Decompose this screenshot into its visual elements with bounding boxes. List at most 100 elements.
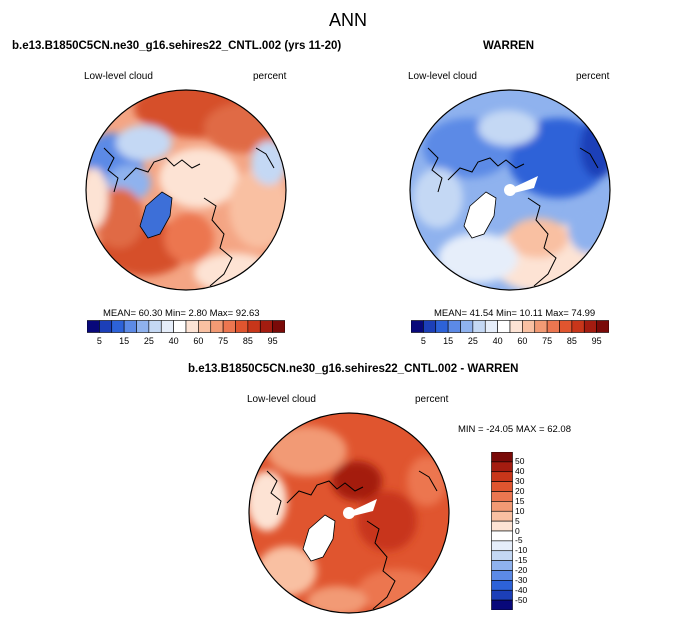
- colorbar-segment: [491, 580, 513, 591]
- colorbar-segment: [160, 320, 174, 333]
- map-boundary: [248, 412, 450, 614]
- colorbar-segment: [136, 320, 150, 333]
- map-boundary: [85, 89, 287, 291]
- colorbar-segment: [111, 320, 125, 333]
- panel-1-stats: MEAN= 60.30 Min= 2.80 Max= 92.63: [103, 308, 260, 319]
- panel-3-colorbar-labels: 50 40 30 20 15 10 5 0 -5 -10 -15 -20 -30…: [515, 452, 545, 610]
- coastline: [447, 157, 525, 181]
- colorbar-segment: [491, 491, 513, 502]
- colorbar-segment: [546, 320, 560, 333]
- greenland-region: [302, 514, 336, 562]
- panel-2-variable-label: Low-level cloud: [408, 71, 477, 82]
- colorbar-segment: [222, 320, 236, 333]
- pole-missing-data: [343, 507, 355, 519]
- panel-3-stats: MIN = -24.05 MAX = 62.08: [458, 424, 572, 435]
- colorbar-tick-label: 5: [96, 336, 102, 346]
- colorbar-tick-label: -15: [515, 555, 528, 566]
- colorbar-tick-label: 60: [517, 336, 528, 346]
- greenland-region: [463, 191, 497, 239]
- panel-3-colorbar: [491, 452, 513, 610]
- panel-1-units-label: percent: [253, 71, 287, 82]
- colorbar-tick-label: 15: [119, 336, 130, 346]
- colorbar-tick-label: 20: [515, 486, 525, 496]
- panel-2-title: WARREN: [483, 40, 535, 52]
- colorbar-segment: [491, 520, 513, 532]
- colorbar-segment: [491, 560, 513, 571]
- colorbar-tick-label: 95: [267, 336, 278, 346]
- colorbar-segment: [173, 320, 187, 333]
- panel-2-stats: MEAN= 41.54 Min= 10.11 Max= 74.99: [434, 308, 596, 319]
- colorbar-segment: [571, 320, 585, 333]
- colorbar-segment: [534, 320, 548, 333]
- panel-3-title: b.e13.B1850C5CN.ne30_g16.sehires22_CNTL.…: [188, 363, 519, 375]
- coastline: [366, 520, 396, 610]
- colorbar-segment: [198, 320, 212, 333]
- colorbar-tick-label: 85: [566, 336, 577, 346]
- colorbar-segment: [99, 320, 113, 333]
- colorbar-segment: [509, 320, 523, 333]
- colorbar-tick-label: 15: [515, 495, 525, 506]
- colorbar-segment: [484, 320, 498, 333]
- colorbar-segment: [460, 320, 474, 333]
- colorbar-segment: [491, 550, 513, 561]
- colorbar-segment: [522, 320, 536, 333]
- colorbar-segment: [491, 471, 513, 482]
- coastline: [103, 147, 119, 193]
- panel-2-colorbar-labels: 5 15 25 40 60 75 85 95: [411, 336, 609, 348]
- panel-1-title: b.e13.B1850C5CN.ne30_g16.sehires22_CNTL.…: [12, 40, 342, 52]
- coastline: [527, 197, 557, 287]
- coastline: [255, 147, 275, 169]
- colorbar-segment: [235, 320, 249, 333]
- colorbar-tick-label: -30: [515, 574, 528, 585]
- colorbar-segment: [272, 320, 285, 333]
- colorbar-tick-label: 5: [420, 336, 426, 346]
- colorbar-segment: [447, 320, 461, 333]
- colorbar-segment: [247, 320, 261, 333]
- coastline: [266, 470, 282, 516]
- colorbar-tick-label: -20: [515, 565, 528, 575]
- panel-2-units-label: percent: [576, 71, 610, 82]
- colorbar-segment: [491, 530, 513, 542]
- colorbar-tick-label: 25: [467, 336, 478, 346]
- panel-1-variable-label: Low-level cloud: [84, 71, 153, 82]
- panel-2-colorbar: [411, 320, 609, 333]
- colorbar-segment: [491, 461, 513, 473]
- colorbar-segment: [583, 320, 597, 333]
- panel-3-polar-map: [248, 412, 450, 614]
- colorbar-tick-label: 15: [443, 336, 454, 346]
- panel-1-polar-map: [85, 89, 287, 291]
- coastline: [579, 147, 599, 169]
- colorbar-tick-label: 40: [168, 336, 179, 346]
- coastline: [123, 157, 201, 181]
- colorbar-tick-label: 30: [515, 476, 525, 487]
- colorbar-tick-label: 40: [492, 336, 503, 346]
- figure-title: ANN: [328, 10, 367, 30]
- colorbar-segment: [123, 320, 137, 333]
- colorbar-tick-label: 10: [515, 505, 525, 516]
- panel-1-colorbar-labels: 5 15 25 40 60 75 85 95: [87, 336, 285, 348]
- pole-missing-data: [504, 184, 516, 196]
- colorbar-tick-label: -40: [515, 584, 528, 595]
- coastline: [286, 480, 364, 504]
- colorbar-segment: [491, 510, 513, 522]
- colorbar-segment: [491, 540, 513, 552]
- colorbar-tick-label: 75: [218, 336, 229, 346]
- panel-2-polar-map: [409, 89, 611, 291]
- colorbar-segment: [596, 320, 609, 333]
- colorbar-segment: [148, 320, 162, 333]
- colorbar-segment: [491, 589, 513, 601]
- panel-3-units-label: percent: [415, 394, 449, 405]
- coastline: [427, 147, 443, 193]
- coastline: [203, 197, 233, 287]
- coastline: [418, 470, 438, 492]
- colorbar-segment: [423, 320, 437, 333]
- colorbar-tick-label: 5: [515, 515, 520, 526]
- colorbar-segment: [472, 320, 486, 333]
- colorbar-segment: [491, 599, 513, 610]
- colorbar-segment: [210, 320, 224, 333]
- colorbar-tick-label: 85: [242, 336, 253, 346]
- colorbar-tick-label: 75: [542, 336, 553, 346]
- colorbar-tick-label: -50: [515, 594, 528, 605]
- greenland-region: [139, 191, 173, 239]
- colorbar-tick-label: -10: [515, 545, 528, 556]
